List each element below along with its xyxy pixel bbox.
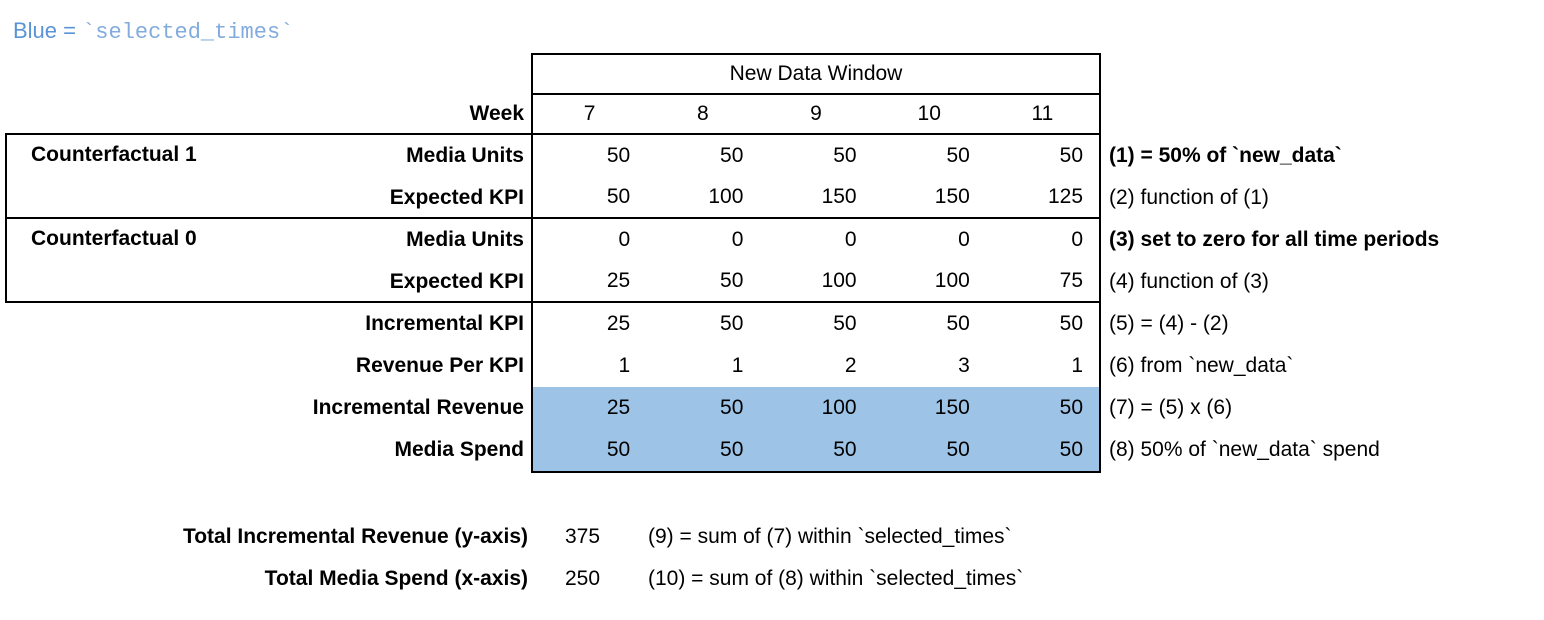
row-label-media-units-cf0: Media Units (406, 228, 524, 251)
table-cell: 3 (958, 354, 970, 377)
row-label-media-units-cf1: Media Units (406, 144, 524, 167)
annotation-8: (8) 50% of `new_data` spend (1109, 438, 1380, 461)
table-cell: 50 (606, 144, 631, 167)
row-label-column: Media Units Expected KPI Media Units Exp… (0, 135, 524, 471)
annotation-7: (7) = (5) x (6) (1109, 396, 1233, 419)
table-cell: 150 (934, 396, 970, 419)
data-window-table: New Data Window 7 8 9 10 11 50 50 50 50 … (531, 53, 1101, 473)
table-cell: 0 (1071, 228, 1084, 251)
annotation-10: (10) = sum of (8) within `selected_times… (648, 567, 1024, 590)
annotation-2: (2) function of (1) (1109, 186, 1269, 209)
table-cell: 100 (821, 396, 857, 419)
table-cell: 50 (833, 312, 857, 335)
total-incremental-revenue-value: 375 (565, 525, 601, 548)
week-number-row: 7 8 9 10 11 (531, 95, 1101, 135)
row-label-media-spend: Media Spend (394, 438, 524, 461)
table-cell: 0 (618, 228, 631, 251)
table-cell: 50 (720, 312, 744, 335)
table-row-revenue-per-kpi: 1 1 2 3 1 (533, 345, 1099, 387)
table-cell: 100 (821, 269, 857, 292)
table-cell: 0 (731, 228, 744, 251)
annotation-5: (5) = (4) - (2) (1109, 312, 1229, 335)
table-cell: 50 (1059, 312, 1084, 335)
table-cell: 50 (1059, 396, 1084, 419)
table-cell: 50 (1059, 144, 1084, 167)
week-8: 8 (696, 102, 709, 125)
table-cell: 50 (1059, 438, 1084, 461)
total-incremental-revenue-row: Total Incremental Revenue (y-axis) 375 (… (0, 516, 1544, 558)
blue-legend: Blue = `selected_times` (13, 18, 293, 45)
total-media-spend-label: Total Media Spend (x-axis) (264, 567, 528, 590)
table-cell: 1 (618, 354, 631, 377)
table-cell: 125 (1047, 185, 1084, 208)
table-cell: 50 (833, 144, 857, 167)
table-cell: 50 (946, 312, 970, 335)
annotation-1: (1) = 50% of `new_data` (1109, 144, 1342, 167)
table-cell: 0 (958, 228, 970, 251)
data-rows: 50 50 50 50 50 50 100 150 150 125 0 0 0 … (531, 135, 1101, 473)
table-cell: 50 (606, 438, 631, 461)
table-cell: 50 (720, 396, 744, 419)
new-data-window-header: New Data Window (531, 53, 1101, 95)
week-7: 7 (583, 102, 596, 125)
table-row-media-units-cf1: 50 50 50 50 50 (533, 135, 1099, 177)
row-label-revenue-per-kpi: Revenue Per KPI (355, 354, 524, 377)
annotation-4: (4) function of (3) (1109, 270, 1269, 293)
week-9: 9 (810, 102, 822, 125)
table-cell: 50 (720, 438, 744, 461)
table-row-expected-kpi-cf0: 25 50 100 100 75 (533, 261, 1099, 303)
week-10: 10 (917, 102, 941, 125)
blue-legend-prefix: Blue = (13, 18, 83, 43)
table-cell: 25 (606, 312, 631, 335)
total-incremental-revenue-label: Total Incremental Revenue (y-axis) (182, 525, 528, 548)
annotation-3: (3) set to zero for all time periods (1109, 228, 1440, 251)
table-cell: 50 (946, 144, 970, 167)
table-cell: 2 (844, 354, 857, 377)
row-label-expected-kpi-cf0: Expected KPI (389, 270, 524, 293)
annotation-column: (1) = 50% of `new_data` (2) function of … (1109, 135, 1544, 471)
total-media-spend-value: 250 (565, 567, 601, 590)
table-cell: 50 (833, 438, 857, 461)
table-row-expected-kpi-cf1: 50 100 150 150 125 (533, 177, 1099, 219)
blue-legend-code: `selected_times` (82, 20, 294, 45)
row-label-incremental-revenue: Incremental Revenue (312, 396, 524, 419)
table-cell: 1 (1071, 354, 1084, 377)
table-cell: 100 (708, 185, 744, 208)
annotation-6: (6) from `new_data` (1109, 354, 1294, 377)
annotation-9: (9) = sum of (7) within `selected_times` (648, 525, 1012, 548)
table-row-incremental-kpi: 25 50 50 50 50 (533, 303, 1099, 345)
table-cell: 50 (606, 185, 631, 208)
counterfactual-1-label: Counterfactual 1 (31, 143, 197, 166)
table-row-media-units-cf0: 0 0 0 0 0 (533, 219, 1099, 261)
row-label-incremental-kpi: Incremental KPI (365, 312, 524, 335)
total-media-spend-row: Total Media Spend (x-axis) 250 (10) = su… (0, 558, 1544, 600)
table-cell: 50 (720, 269, 744, 292)
week-header-label: Week (469, 102, 524, 125)
table-cell: 100 (934, 269, 970, 292)
table-cell: 50 (720, 144, 744, 167)
week-11: 11 (1031, 102, 1054, 125)
table-row-media-spend-highlighted: 50 50 50 50 50 (533, 429, 1099, 471)
table-row-incremental-revenue-highlighted: 25 50 100 150 50 (533, 387, 1099, 429)
table-cell: 1 (731, 354, 744, 377)
table-cell: 50 (946, 438, 970, 461)
table-cell: 25 (606, 396, 631, 419)
table-cell: 0 (844, 228, 857, 251)
row-label-expected-kpi-cf1: Expected KPI (389, 186, 524, 209)
table-cell: 75 (1059, 269, 1084, 292)
table-cell: 150 (821, 185, 857, 208)
counterfactual-0-label: Counterfactual 0 (31, 227, 197, 250)
table-cell: 150 (934, 185, 970, 208)
table-cell: 25 (606, 269, 631, 292)
